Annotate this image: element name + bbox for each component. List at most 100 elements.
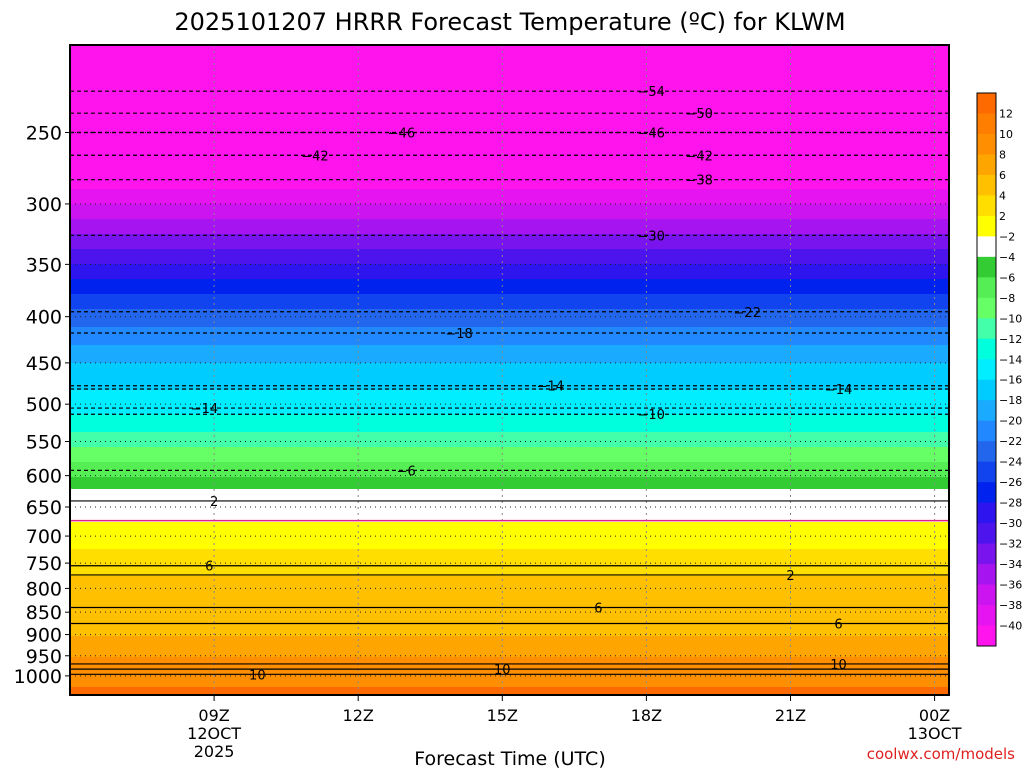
colorbar-swatch	[977, 461, 996, 483]
temperature-band	[70, 135, 949, 139]
temperature-band	[70, 360, 949, 364]
temperature-band	[70, 525, 949, 529]
temperature-band	[70, 69, 949, 73]
temperature-band	[70, 522, 949, 526]
temperature-band	[70, 309, 949, 313]
temperature-band	[70, 579, 949, 583]
temperature-band	[70, 120, 949, 124]
temperature-band	[70, 582, 949, 586]
temperature-band	[70, 399, 949, 403]
temperature-band	[70, 366, 949, 370]
colorbar-label: −8	[999, 292, 1015, 305]
temperature-band	[70, 168, 949, 172]
colorbar-label: −36	[999, 579, 1022, 592]
contour-label: 10	[249, 668, 266, 683]
colorbar-swatch	[977, 236, 996, 258]
colorbar-swatch	[977, 359, 996, 381]
contour-label: −38	[686, 174, 713, 189]
temperature-band	[70, 315, 949, 319]
y-tick-label: 800	[26, 578, 62, 600]
colorbar-label: −34	[999, 558, 1022, 571]
temperature-band	[70, 108, 949, 112]
x-tick-sublabel: 13OCT	[908, 724, 962, 743]
y-tick-label: 400	[26, 307, 62, 329]
colorbar-swatch	[977, 133, 996, 155]
temperature-band	[70, 294, 949, 298]
temperature-band	[70, 297, 949, 301]
temperature-band	[70, 645, 949, 649]
plot-frame	[69, 44, 950, 696]
x-tick-label: 21Z	[775, 706, 806, 725]
temperature-band	[70, 465, 949, 469]
colorbar-label: −10	[999, 312, 1022, 325]
temperature-band	[70, 45, 949, 49]
temperature-band	[70, 312, 949, 316]
temperature-band	[70, 543, 949, 547]
temperature-band	[70, 330, 949, 334]
temperature-band	[70, 153, 949, 157]
temperature-band	[70, 384, 949, 388]
temperature-band	[70, 201, 949, 205]
colorbar-label: −16	[999, 374, 1022, 387]
temperature-band	[70, 333, 949, 337]
temperature-band	[70, 126, 949, 130]
temperature-band	[70, 483, 949, 487]
x-tick-label: 18Z	[631, 706, 662, 725]
temperature-band	[70, 339, 949, 343]
temperature-band	[70, 681, 949, 685]
colorbar-swatch	[977, 564, 996, 586]
temperature-band	[70, 648, 949, 652]
grid-lines	[70, 45, 949, 695]
temperature-band	[70, 114, 949, 118]
y-tick-label: 950	[26, 646, 62, 668]
temperature-band	[70, 654, 949, 658]
temperature-band	[70, 213, 949, 217]
temperature-band	[70, 516, 949, 520]
colorbar-label: −32	[999, 538, 1022, 551]
temperature-band	[70, 270, 949, 274]
temperature-band	[70, 177, 949, 181]
colorbar-label: −40	[999, 620, 1022, 633]
temperature-band	[70, 183, 949, 187]
temperature-band	[70, 486, 949, 490]
contour-label: −14	[537, 380, 564, 395]
temperature-band	[70, 282, 949, 286]
colorbar-label: −18	[999, 394, 1022, 407]
colorbar-swatch	[977, 420, 996, 442]
temperature-band	[70, 588, 949, 592]
temperature-band	[70, 621, 949, 625]
temperature-band	[70, 276, 949, 280]
x-tick-label: 12Z	[343, 706, 374, 725]
temperature-band	[70, 246, 949, 250]
temperature-band	[70, 561, 949, 565]
contour-label: −14	[825, 383, 852, 398]
colorbar-label: −4	[999, 251, 1015, 264]
colorbar-label: 8	[999, 148, 1006, 161]
colorbar-label: 6	[999, 169, 1006, 182]
temperature-band	[70, 165, 949, 169]
temperature-band	[70, 396, 949, 400]
temperature-band	[70, 204, 949, 208]
colorbar-swatch	[977, 215, 996, 237]
contour-label: 10	[830, 658, 847, 673]
temperature-band	[70, 318, 949, 322]
temperature-band	[70, 96, 949, 100]
contour-label: −10	[637, 408, 664, 423]
temperature-band	[70, 306, 949, 310]
temperature-band	[70, 87, 949, 91]
temperature-band	[70, 159, 949, 163]
credit-link[interactable]: coolwx.com/models	[867, 745, 1015, 763]
colorbar-label: 10	[999, 128, 1013, 141]
colorbar-swatch	[977, 543, 996, 565]
temperature-band	[70, 345, 949, 349]
y-tick-label: 1000	[14, 666, 62, 688]
colorbar-swatch	[977, 605, 996, 627]
temperature-band	[70, 129, 949, 133]
temperature-band	[70, 456, 949, 460]
temperature-band	[70, 162, 949, 166]
temperature-band	[70, 63, 949, 67]
temperature-band	[70, 429, 949, 433]
temperature-band	[70, 180, 949, 184]
temperature-band	[70, 60, 949, 64]
